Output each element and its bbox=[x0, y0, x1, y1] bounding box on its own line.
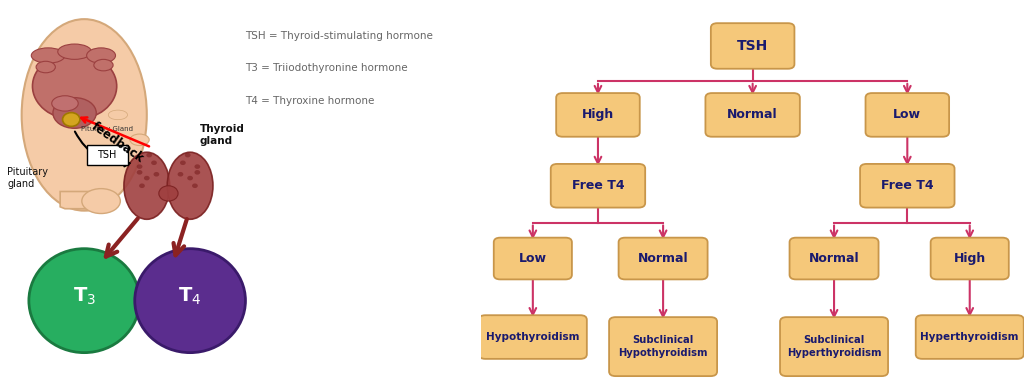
Ellipse shape bbox=[52, 96, 78, 111]
Text: T3 = Triiodothyronine hormone: T3 = Triiodothyronine hormone bbox=[246, 63, 409, 73]
Text: Thyroid
gland: Thyroid gland bbox=[200, 124, 245, 146]
Text: Pituitary
gland: Pituitary gland bbox=[7, 167, 48, 189]
Ellipse shape bbox=[109, 110, 128, 120]
Ellipse shape bbox=[53, 98, 96, 128]
Ellipse shape bbox=[195, 164, 201, 169]
Text: Normal: Normal bbox=[727, 108, 778, 121]
Ellipse shape bbox=[94, 59, 113, 71]
Ellipse shape bbox=[22, 19, 146, 211]
Ellipse shape bbox=[36, 61, 55, 73]
FancyBboxPatch shape bbox=[87, 145, 128, 165]
Circle shape bbox=[62, 113, 80, 126]
Ellipse shape bbox=[29, 249, 139, 353]
Text: feedback: feedback bbox=[89, 120, 146, 165]
Ellipse shape bbox=[159, 186, 178, 201]
Text: Free T4: Free T4 bbox=[881, 179, 934, 192]
FancyBboxPatch shape bbox=[915, 315, 1024, 359]
Ellipse shape bbox=[139, 183, 144, 188]
Ellipse shape bbox=[144, 176, 150, 180]
Text: $\mathbf{T}_3$: $\mathbf{T}_3$ bbox=[73, 286, 96, 308]
Ellipse shape bbox=[187, 176, 193, 180]
Ellipse shape bbox=[82, 189, 121, 214]
Text: Hypothyroidism: Hypothyroidism bbox=[486, 332, 580, 342]
Ellipse shape bbox=[146, 153, 153, 157]
Ellipse shape bbox=[154, 172, 160, 177]
Text: T4 = Thyroxine hormone: T4 = Thyroxine hormone bbox=[246, 96, 375, 106]
FancyBboxPatch shape bbox=[618, 237, 708, 280]
FancyBboxPatch shape bbox=[790, 237, 879, 280]
Ellipse shape bbox=[33, 53, 117, 119]
Ellipse shape bbox=[124, 152, 170, 219]
Ellipse shape bbox=[184, 153, 190, 157]
Text: TSH: TSH bbox=[97, 150, 117, 160]
Text: Normal: Normal bbox=[809, 252, 859, 265]
Text: Subclinical
Hypothyroidism: Subclinical Hypothyroidism bbox=[618, 336, 708, 358]
FancyBboxPatch shape bbox=[706, 93, 800, 137]
Text: Low: Low bbox=[519, 252, 547, 265]
Ellipse shape bbox=[136, 170, 142, 175]
FancyBboxPatch shape bbox=[609, 317, 717, 376]
Text: Free T4: Free T4 bbox=[571, 179, 625, 192]
FancyBboxPatch shape bbox=[780, 317, 888, 376]
FancyBboxPatch shape bbox=[865, 93, 949, 137]
Text: High: High bbox=[582, 108, 614, 121]
Ellipse shape bbox=[195, 170, 201, 175]
Polygon shape bbox=[60, 192, 109, 209]
FancyBboxPatch shape bbox=[551, 164, 645, 208]
Text: TSH: TSH bbox=[737, 39, 768, 53]
Text: Subclinical
Hyperthyroidism: Subclinical Hyperthyroidism bbox=[786, 336, 882, 358]
Text: Pituitary Gland: Pituitary Gland bbox=[81, 126, 133, 133]
Ellipse shape bbox=[87, 48, 116, 63]
Ellipse shape bbox=[152, 160, 157, 165]
Ellipse shape bbox=[32, 48, 65, 63]
Text: Normal: Normal bbox=[638, 252, 688, 265]
Ellipse shape bbox=[135, 249, 246, 353]
Ellipse shape bbox=[136, 164, 142, 169]
Ellipse shape bbox=[193, 183, 198, 188]
FancyBboxPatch shape bbox=[860, 164, 954, 208]
Text: $\mathbf{T}_4$: $\mathbf{T}_4$ bbox=[178, 286, 202, 308]
Ellipse shape bbox=[177, 172, 183, 177]
FancyBboxPatch shape bbox=[711, 23, 795, 69]
Ellipse shape bbox=[180, 160, 185, 165]
Ellipse shape bbox=[167, 152, 213, 219]
Text: High: High bbox=[953, 252, 986, 265]
Ellipse shape bbox=[57, 44, 91, 59]
Text: Hyperthyroidism: Hyperthyroidism bbox=[921, 332, 1019, 342]
FancyBboxPatch shape bbox=[494, 237, 572, 280]
FancyBboxPatch shape bbox=[479, 315, 587, 359]
Ellipse shape bbox=[130, 134, 150, 146]
FancyBboxPatch shape bbox=[556, 93, 640, 137]
FancyBboxPatch shape bbox=[931, 237, 1009, 280]
Text: TSH = Thyroid-stimulating hormone: TSH = Thyroid-stimulating hormone bbox=[246, 31, 433, 41]
Text: Low: Low bbox=[893, 108, 922, 121]
